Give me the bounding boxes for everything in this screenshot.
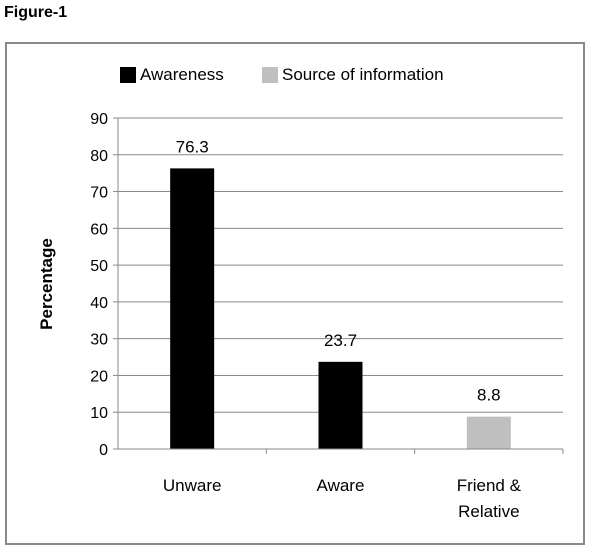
y-tick-label: 50 — [90, 258, 108, 275]
y-tick-label: 10 — [90, 405, 108, 422]
x-category-label: Unware — [163, 476, 222, 495]
y-tick-label: 70 — [90, 185, 108, 202]
y-tick-label: 90 — [90, 111, 108, 128]
legend-swatch-awareness — [120, 67, 136, 83]
y-tick-label: 20 — [90, 368, 108, 385]
x-category-label: Friend & Relative — [457, 476, 522, 521]
data-label-unware: 76.3 — [176, 137, 209, 156]
y-tick-label: 30 — [90, 332, 108, 349]
y-tick-label: 0 — [99, 442, 108, 459]
bar-aware — [318, 361, 363, 449]
legend-label-awareness: Awareness — [140, 65, 224, 84]
legend: Awareness Source of information — [120, 65, 444, 84]
data-labels: 76.3 23.7 8.8 — [176, 137, 501, 404]
y-axis-ticks: 0 10 20 30 40 50 60 70 80 90 — [90, 111, 118, 459]
legend-label-source-of-information: Source of information — [282, 65, 444, 84]
data-label-aware: 23.7 — [324, 331, 357, 350]
figure-label: Figure-1 — [4, 4, 68, 21]
legend-swatch-source-of-information — [262, 67, 278, 83]
y-axis-label: Percentage — [37, 238, 56, 330]
data-label-friend-relative: 8.8 — [477, 386, 501, 405]
bars — [170, 168, 511, 449]
y-tick-label: 60 — [90, 221, 108, 238]
x-axis-categories: Unware Aware Friend & Relative — [163, 449, 564, 521]
y-tick-label: 80 — [90, 148, 108, 165]
chart-frame — [5, 42, 585, 545]
bar-unware — [170, 168, 215, 449]
bar-friend-relative — [466, 416, 511, 449]
x-category-label: Aware — [317, 476, 365, 495]
y-tick-label: 40 — [90, 295, 108, 312]
